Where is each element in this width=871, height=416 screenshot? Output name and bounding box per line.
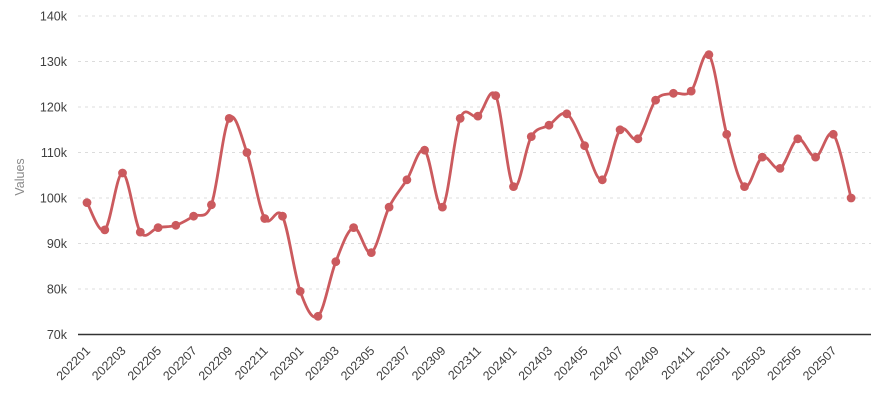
data-point[interactable] (224, 114, 234, 123)
x-tick-label: 202207 (160, 344, 199, 383)
data-point[interactable] (420, 145, 429, 155)
data-point[interactable] (349, 223, 358, 233)
y-tick-label: 120k (40, 101, 68, 115)
data-point[interactable] (775, 164, 785, 173)
data-point[interactable] (793, 134, 803, 144)
y-tick-label: 130k (40, 55, 68, 69)
data-point[interactable] (455, 114, 465, 123)
data-point[interactable] (82, 198, 92, 208)
line-series (85, 52, 853, 319)
data-point[interactable] (135, 227, 145, 237)
x-tick-label: 202211 (232, 344, 271, 383)
data-point[interactable] (597, 175, 607, 185)
data-point[interactable] (562, 109, 572, 119)
data-point[interactable] (438, 202, 447, 212)
y-axis-title: Values (13, 158, 27, 196)
data-point[interactable] (544, 120, 554, 130)
data-point[interactable] (669, 88, 678, 98)
data-point[interactable] (100, 225, 110, 235)
y-tick-label: 140k (40, 10, 68, 24)
data-point[interactable] (491, 91, 501, 100)
data-point[interactable] (242, 148, 252, 157)
data-point[interactable] (473, 111, 483, 121)
data-point[interactable] (757, 152, 767, 162)
data-point[interactable] (811, 152, 820, 162)
data-point[interactable] (366, 248, 376, 257)
x-tick-label: 202205 (125, 344, 164, 383)
data-point[interactable] (686, 86, 696, 96)
data-point[interactable] (313, 311, 323, 321)
x-tick-label: 202305 (338, 344, 377, 383)
data-point[interactable] (615, 125, 625, 135)
x-tick-label: 202411 (659, 344, 698, 383)
data-point[interactable] (722, 129, 732, 139)
data-point[interactable] (118, 168, 127, 178)
x-tick-label: 202311 (445, 344, 484, 383)
data-point[interactable] (384, 202, 394, 212)
x-tick-label: 202505 (765, 344, 804, 383)
data-point[interactable] (509, 182, 518, 192)
data-point[interactable] (704, 50, 714, 60)
x-tick-label: 202401 (480, 344, 519, 383)
data-point[interactable] (189, 211, 199, 221)
y-tick-label: 80k (47, 283, 68, 297)
data-point[interactable] (633, 134, 643, 144)
x-tick-label: 202503 (729, 344, 768, 383)
data-point[interactable] (402, 175, 412, 185)
data-point[interactable] (260, 214, 270, 223)
data-point[interactable] (580, 141, 589, 151)
data-point[interactable] (526, 132, 536, 142)
y-tick-label: 110k (41, 146, 68, 160)
y-tick-label: 90k (47, 237, 68, 251)
x-tick-label: 202501 (693, 344, 732, 383)
x-tick-label: 202405 (551, 344, 590, 383)
data-point[interactable] (171, 220, 181, 230)
data-point[interactable] (295, 286, 305, 296)
x-tick-label: 202201 (54, 344, 93, 383)
data-point[interactable] (740, 182, 749, 192)
x-tick-label: 202403 (516, 344, 555, 383)
y-tick-label: 100k (40, 192, 68, 206)
x-tick-label: 202407 (587, 344, 626, 383)
data-point[interactable] (828, 129, 838, 139)
x-tick-label: 202309 (409, 344, 448, 383)
data-point[interactable] (846, 193, 856, 203)
data-point[interactable] (651, 95, 660, 105)
x-tick-label: 202307 (374, 344, 413, 383)
data-point[interactable] (153, 223, 163, 233)
x-tick-label: 202301 (267, 344, 306, 383)
x-tick-label: 202203 (89, 344, 128, 383)
x-tick-label: 202409 (622, 344, 661, 383)
data-point[interactable] (278, 211, 287, 221)
x-tick-label: 202303 (303, 344, 342, 383)
x-tick-label: 202507 (800, 344, 839, 383)
x-tick-label: 202209 (196, 344, 235, 383)
y-tick-label: 70k (47, 328, 68, 342)
data-point[interactable] (331, 257, 341, 267)
data-point[interactable] (207, 200, 216, 210)
